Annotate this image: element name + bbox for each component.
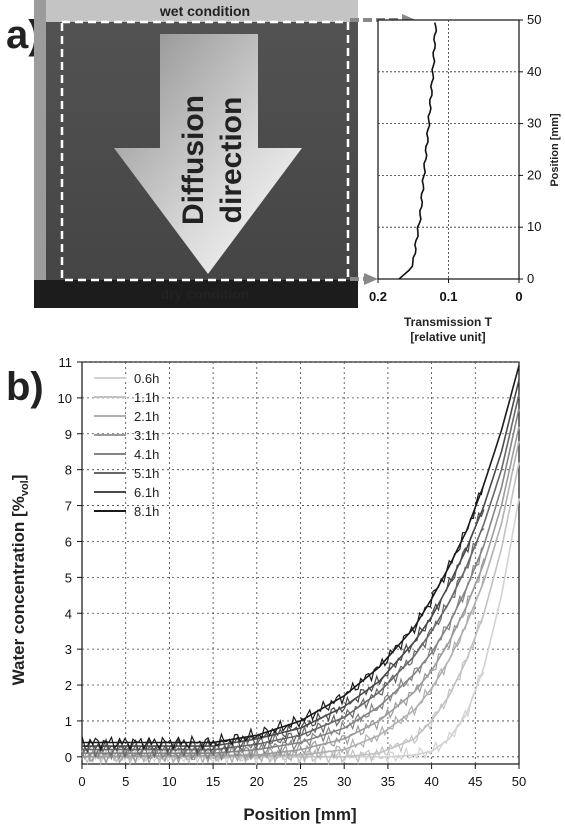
legend-label-6.1h: 6.1h	[134, 485, 159, 500]
legend-label-2.1h: 2.1h	[134, 409, 159, 424]
plot-b-xtick-label: 0	[78, 774, 85, 789]
arrow-text-direction: direction	[215, 97, 248, 224]
plot-b-xtick-label: 30	[337, 774, 351, 789]
roi-dashed-box	[60, 20, 350, 282]
radiograph-image: Diffusion direction wet condition dry co…	[34, 0, 358, 308]
dry-band	[34, 280, 358, 308]
plot-a-xtick-label: 0	[515, 289, 522, 304]
plot-a-ytick-label: 40	[527, 64, 541, 79]
plot-b-ytick-label: 5	[65, 570, 72, 585]
series-measured-4.1h	[81, 545, 485, 762]
wet-band	[34, 0, 358, 22]
series-measured-1.1h	[81, 612, 485, 767]
series-measured-5.1h	[81, 528, 485, 759]
plot-b-xtick-label: 10	[162, 774, 176, 789]
legend: 0.6h 1.1h 2.1h 3.1h 4.1h 5.1h 6.1h 8.1h	[94, 371, 159, 519]
plot-b-ytick-label: 10	[58, 391, 72, 406]
legend-label-5.1h: 5.1h	[134, 466, 159, 481]
plot-b-ytick-label: 7	[65, 499, 72, 514]
plot-b-xlabel: Position [mm]	[243, 805, 356, 824]
plot-a-ytick-label: 20	[527, 167, 541, 182]
legend-label-1.1h: 1.1h	[134, 390, 159, 405]
plot-b-xtick-label: 20	[250, 774, 264, 789]
legend-label-0.6h: 0.6h	[134, 371, 159, 386]
plot-b-ytick-label: 8	[65, 463, 72, 478]
legend-label-4.1h: 4.1h	[134, 447, 159, 462]
plot-a-ytick-label: 30	[527, 116, 541, 131]
arrow-text-diffusion: Diffusion	[177, 95, 210, 225]
plot-b-xtick-label: 35	[381, 774, 395, 789]
panel-b-letter: b)	[6, 365, 44, 409]
series-measured-3.1h	[81, 558, 485, 766]
plot-a-ytick-label: 50	[527, 12, 541, 27]
wet-condition-label: wet condition	[159, 3, 250, 19]
plot-a-ytick-label: 0	[527, 271, 534, 286]
plot-b-xtick-label: 45	[468, 774, 482, 789]
plot-b-xtick-label: 25	[293, 774, 307, 789]
plot-a-xlabel-2: [relative unit]	[410, 330, 485, 344]
plot-b-ytick-label: 9	[65, 427, 72, 442]
legend-label-8.1h: 8.1h	[134, 504, 159, 519]
plot-a-xlabel-1: Transmission T	[404, 315, 493, 329]
transmission-curve	[398, 22, 438, 280]
plot-b-ylabel: Water concentration [%vol]	[9, 475, 31, 686]
plot-b-ytick-label: 11	[59, 355, 73, 370]
plot-b-xtick-label: 15	[206, 774, 220, 789]
plot-b-ytick-label: 6	[65, 534, 72, 549]
plot-b-xtick-label: 40	[424, 774, 438, 789]
plot-a-ytick-label: 10	[527, 219, 541, 234]
legend-label-3.1h: 3.1h	[134, 428, 159, 443]
plot-b-xtick-label: 50	[512, 774, 526, 789]
plot-b-ytick-label: 2	[65, 678, 72, 693]
plot-a-xtick-label: 0.2	[369, 289, 387, 304]
plot-b-xtick-label: 5	[122, 774, 129, 789]
plot-b-ytick-label: 1	[65, 714, 72, 729]
dry-condition-label: dry condition	[161, 286, 250, 302]
diffusion-arrow	[114, 34, 302, 274]
transmission-plot: 0 10 20 30 40 50 0.2 0.1 0 Transmission T [relat…	[369, 12, 561, 344]
plot-b-ytick-label: 0	[65, 750, 72, 765]
plot-b-ytick-label: 4	[65, 606, 72, 621]
plot-b-ytick-label: 3	[65, 642, 72, 657]
plot-a-ylabel: Position [mm]	[549, 113, 561, 187]
series-measured-8.1h	[81, 482, 485, 752]
plot-a-xtick-label: 0.1	[439, 289, 457, 304]
